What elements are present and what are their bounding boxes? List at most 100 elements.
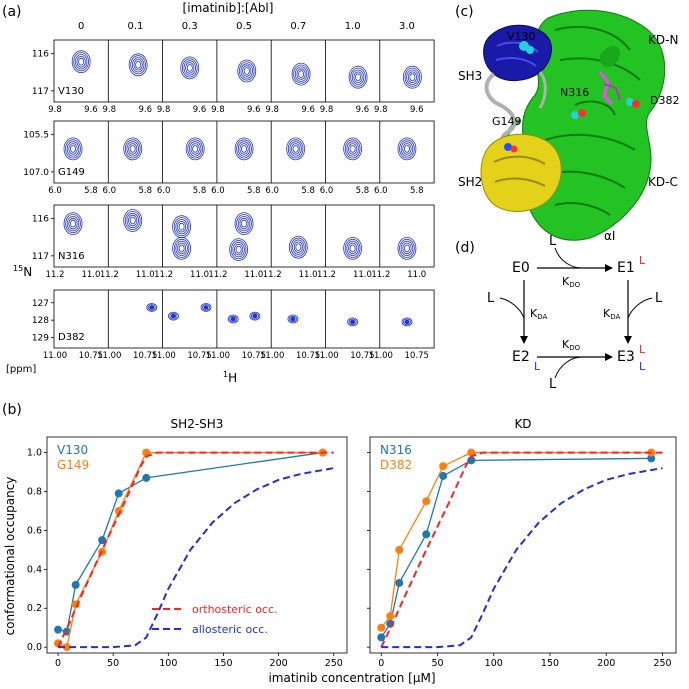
spectrum-row-frame — [53, 120, 435, 184]
e3-blue-mark: L — [639, 360, 646, 373]
x-tick-label: 11.2 — [371, 270, 390, 280]
n316-sphere — [571, 111, 579, 119]
nmr-contour — [293, 64, 309, 84]
spectrum-row-frame — [53, 289, 435, 349]
nmr-contour — [188, 141, 202, 157]
ligand-top: L — [549, 234, 557, 249]
nmr-contour — [344, 238, 361, 258]
nmr-contour — [400, 240, 414, 256]
nmr-contour — [351, 69, 365, 85]
nmr-contour — [173, 238, 190, 258]
panel-label-c: (c) — [455, 4, 474, 20]
nmr-contour — [241, 145, 248, 153]
nmr-contour — [296, 68, 306, 80]
x-tick-label: 250 — [325, 658, 343, 669]
state-e1: E1 — [617, 260, 635, 276]
n15-axis-label: 15N — [13, 264, 32, 279]
n316-sphere-2 — [578, 109, 586, 117]
nmr-contour — [346, 141, 359, 157]
ligand-right: L — [655, 291, 663, 306]
nmr-contour — [242, 65, 252, 77]
x-tick-label: 11.00 — [369, 351, 393, 361]
e2-blue-mark: L — [534, 360, 541, 373]
nmr-contour — [290, 237, 307, 257]
ratio-label: 0.5 — [236, 21, 252, 32]
ratio-label: 0.1 — [127, 21, 143, 32]
nmr-contour — [348, 318, 357, 326]
nmr-contour — [298, 70, 305, 78]
x-tick-label: 9.6 — [356, 105, 370, 115]
orthosteric-curve — [380, 451, 663, 648]
x-tick-label: 9.8 — [320, 105, 334, 115]
x-tick-label: 11.00 — [97, 351, 121, 361]
y-tick-label: 0.4 — [27, 564, 42, 575]
nmr-contour — [399, 139, 415, 159]
x-tick-label: 11.00 — [314, 351, 338, 361]
x-tick-label: 150 — [541, 658, 559, 669]
nmr-contour — [123, 137, 143, 161]
data-point — [377, 623, 386, 632]
nmr-contour — [291, 62, 311, 86]
x-tick-label: 9.8 — [48, 105, 62, 115]
y-tick-label: 0.6 — [27, 525, 42, 536]
y-tick-label: 0.0 — [27, 642, 42, 653]
nmr-contour — [133, 59, 143, 71]
x-tick-label: 5.8 — [301, 186, 315, 196]
nmr-contour — [128, 143, 138, 155]
x-tick-label: 10.75 — [405, 351, 429, 361]
nmr-contour — [237, 216, 251, 232]
nmr-contour — [177, 242, 187, 255]
x-tick-label: 6.0 — [265, 186, 279, 196]
x-tick-label: 11.2 — [100, 270, 119, 280]
state-e3: E3 — [617, 349, 635, 365]
x-tick-label: 250 — [653, 658, 671, 669]
label-v130: V130 — [507, 30, 536, 43]
x-tick-label: 0 — [378, 658, 384, 669]
x-tick-label: 5.8 — [247, 186, 261, 196]
x-tick-label: 6.0 — [48, 186, 62, 196]
x-tick-label: 11.00 — [260, 351, 284, 361]
x-tick-label: 11.00 — [151, 351, 175, 361]
nmr-contour — [344, 139, 361, 159]
nmr-contour — [234, 212, 254, 236]
data-point — [422, 497, 431, 506]
y-tick-label: 117 — [32, 87, 49, 97]
nmr-contour — [238, 61, 255, 81]
nmr-contour — [241, 219, 248, 228]
nmr-contour — [227, 314, 239, 324]
nmr-contour — [177, 220, 187, 233]
nmr-contour — [287, 314, 299, 324]
x-tick-label: 100 — [485, 658, 503, 669]
nmr-contour — [239, 143, 249, 155]
series-line — [57, 451, 323, 633]
e3-red-mark: L — [639, 343, 646, 356]
nmr-contour — [70, 145, 77, 153]
ratio-label: 3.0 — [399, 21, 415, 32]
y-tick-label: 116 — [32, 50, 49, 60]
nmr-contour — [402, 143, 412, 155]
nmr-contour — [287, 139, 304, 159]
nmr-contour — [404, 67, 421, 87]
data-point — [71, 580, 80, 589]
x-tick-label: 9.6 — [84, 105, 98, 115]
nmr-contour — [403, 244, 410, 253]
data-point — [647, 454, 656, 463]
nmr-contour — [343, 236, 363, 260]
n15-superscript: 15 — [13, 264, 23, 273]
data-point — [142, 473, 151, 482]
data-point — [62, 643, 71, 652]
kda-left-sub: DA — [537, 313, 547, 321]
nmr-contour — [172, 236, 192, 260]
x-tick-label: 11.2 — [208, 270, 227, 280]
nmr-contour — [124, 139, 141, 159]
x-tick-label: 5.8 — [410, 186, 424, 196]
x-tick-label: 5.8 — [193, 186, 207, 196]
nmr-contour — [185, 137, 205, 161]
plot-frame — [46, 436, 348, 654]
h1-axis-label: 1H — [223, 370, 237, 385]
x-tick-label: 150 — [214, 658, 232, 669]
e1-red-mark: L — [639, 254, 646, 267]
x-tick-label: 11.2 — [317, 270, 336, 280]
x-tick-label: 11.2 — [263, 270, 282, 280]
legend-allo-label: allosteric occ. — [192, 623, 268, 636]
